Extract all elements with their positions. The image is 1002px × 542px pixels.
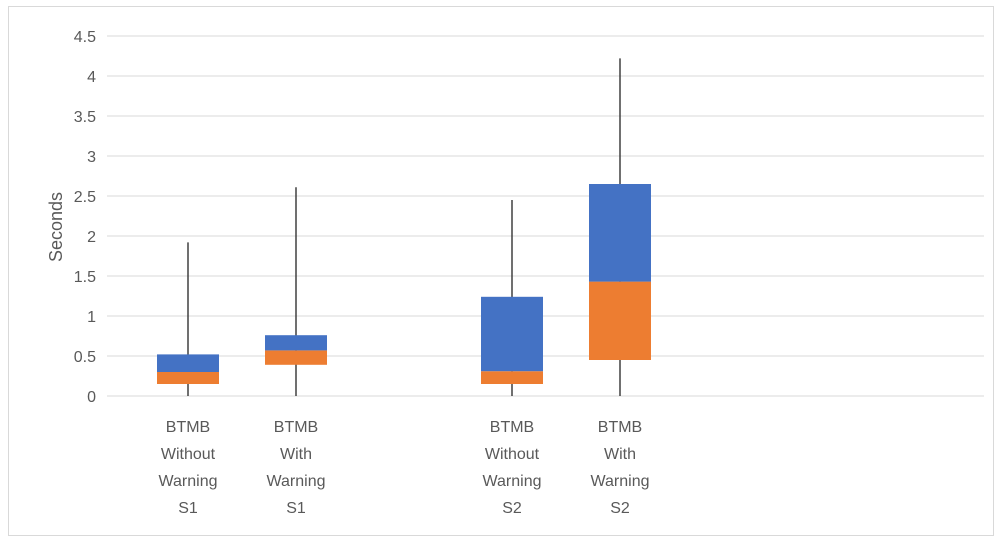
y-tick-labels: 0 0.5 1 1.5 2 2.5 3 3.5 4 4.5 (74, 29, 96, 406)
category-label-line: Warning (591, 473, 650, 490)
category-label-line: Without (161, 446, 216, 463)
chart-marks (157, 58, 651, 396)
category-label-line: With (604, 446, 636, 463)
category-labels: BTMB Without Warning S1 BTMB With Warning S1 BTM… (159, 419, 650, 517)
y-tick-label: 3 (87, 149, 96, 166)
gridlines (107, 35, 984, 397)
upper-box (265, 335, 327, 351)
category-label-line: BTMB (166, 419, 210, 436)
y-tick-label: 2 (87, 229, 96, 246)
upper-box (157, 354, 219, 372)
chart-frame (8, 6, 994, 536)
category-label-line: S1 (178, 500, 198, 517)
y-tick-label: 3.5 (74, 109, 96, 126)
y-tick-label: 4 (87, 69, 96, 86)
lower-box (157, 372, 219, 384)
category-label-line: S1 (286, 500, 306, 517)
y-tick-label: 0 (87, 389, 96, 406)
category-label-line: S2 (610, 500, 630, 517)
upper-box (589, 184, 651, 282)
upper-box (481, 296, 543, 372)
lower-box (589, 281, 651, 360)
category-label-line: BTMB (490, 419, 534, 436)
category-label-line: Warning (159, 473, 218, 490)
y-tick-label: 4.5 (74, 29, 96, 46)
category-label-line: With (280, 446, 312, 463)
category-label-line: BTMB (274, 419, 318, 436)
category-label-line: Warning (483, 473, 542, 490)
category-label-line: BTMB (598, 419, 642, 436)
category-label-line: S2 (502, 500, 522, 517)
y-tick-label: 1 (87, 309, 96, 326)
y-tick-label: 2.5 (74, 189, 96, 206)
lower-box (265, 350, 327, 365)
category-label-line: Warning (267, 473, 326, 490)
y-axis-title: Seconds (46, 192, 66, 262)
y-tick-label: 1.5 (74, 269, 96, 286)
y-tick-label: 0.5 (74, 349, 96, 366)
category-label-line: Without (485, 446, 540, 463)
lower-box (481, 371, 543, 384)
